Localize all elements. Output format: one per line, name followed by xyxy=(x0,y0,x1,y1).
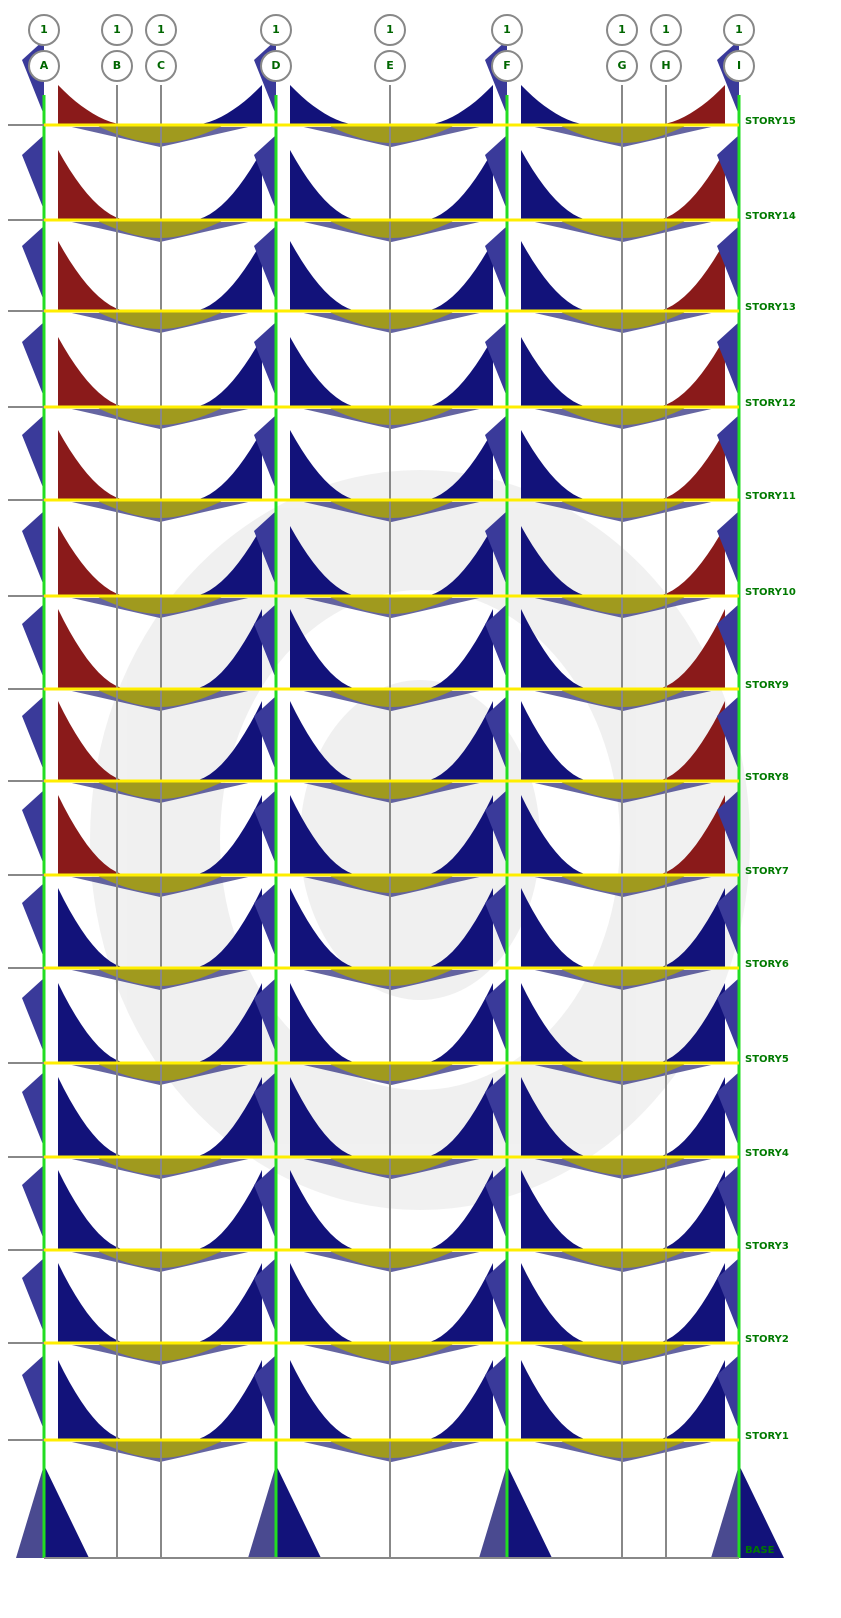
story-label: STORY10 xyxy=(745,587,796,598)
story-label: STORY1 xyxy=(745,1431,789,1442)
moment-hogging xyxy=(521,85,591,125)
moment-hogging xyxy=(192,1263,262,1343)
moment-hogging xyxy=(521,430,591,500)
grid-row-label: 1 xyxy=(662,23,670,36)
frame-diagram: 1 A 1 B 1 C 1 D 1 E 1 F 1 G 1 H 1 I STORY15 STORY14 STORY13 S… xyxy=(0,0,841,1618)
moment-hogging xyxy=(424,1360,493,1440)
moment-hogging xyxy=(521,241,591,311)
base-moment xyxy=(507,1465,552,1558)
moment-hogging xyxy=(192,241,262,311)
grid-label: E xyxy=(386,59,394,72)
grid-row-label: 1 xyxy=(272,23,280,36)
base-moment xyxy=(248,1465,276,1558)
moment-hogging xyxy=(521,1360,591,1440)
story-label: STORY4 xyxy=(745,1148,789,1159)
column-moment xyxy=(22,978,44,1053)
story-label: STORY3 xyxy=(745,1241,789,1252)
grid-label: D xyxy=(271,59,280,72)
story-label: STORY14 xyxy=(745,211,796,222)
grid-row-label: 1 xyxy=(386,23,394,36)
column-moment xyxy=(22,1072,44,1147)
column-moment xyxy=(22,322,44,397)
story-label: STORY12 xyxy=(745,398,796,409)
moment-hogging xyxy=(424,1263,493,1343)
story-label: BASE xyxy=(745,1545,775,1556)
moment-hogging xyxy=(424,337,493,407)
base-moment xyxy=(276,1465,321,1558)
moment-hogging xyxy=(521,1263,591,1343)
column-moment xyxy=(22,696,44,771)
moment-hogging xyxy=(521,150,591,220)
grid-row-label: 1 xyxy=(157,23,165,36)
column-moment xyxy=(22,135,44,210)
grid-row-label: 1 xyxy=(503,23,511,36)
column-moment xyxy=(22,1355,44,1430)
moment-hogging xyxy=(290,150,359,220)
grid-row-label: 1 xyxy=(113,23,121,36)
moment-hogging xyxy=(290,1360,359,1440)
grid-label: H xyxy=(661,59,670,72)
grid-row-label: 1 xyxy=(40,23,48,36)
grid-label: G xyxy=(617,59,626,72)
moment-hogging xyxy=(192,150,262,220)
story-label: STORY13 xyxy=(745,302,796,313)
moment-hogging xyxy=(290,241,359,311)
column-moment xyxy=(22,883,44,958)
base-moment xyxy=(44,1465,89,1558)
story-label: STORY9 xyxy=(745,680,789,691)
moment-hogging xyxy=(192,1360,262,1440)
moment-hogging xyxy=(192,430,262,500)
column-moment xyxy=(22,415,44,490)
story-label: STORY8 xyxy=(745,772,789,783)
grid-label: I xyxy=(737,59,741,72)
grid-label: A xyxy=(40,59,49,72)
moment-hogging xyxy=(192,337,262,407)
column-moment xyxy=(22,1165,44,1240)
column-moment xyxy=(22,511,44,586)
column-moment xyxy=(22,1258,44,1333)
moment-hogging xyxy=(290,1263,359,1343)
moment-hogging xyxy=(192,85,262,125)
story-label: STORY6 xyxy=(745,959,789,970)
moment-hogging xyxy=(192,1170,262,1250)
grid-label: C xyxy=(157,59,165,72)
story-label: STORY2 xyxy=(745,1334,789,1345)
grid-label: B xyxy=(113,59,121,72)
moment-hogging xyxy=(424,241,493,311)
moment-hogging xyxy=(424,85,493,125)
base-moment xyxy=(479,1465,507,1558)
moment-hogging xyxy=(290,337,359,407)
story-label: STORY5 xyxy=(745,1054,789,1065)
moment-hogging xyxy=(290,85,359,125)
story-label: STORY11 xyxy=(745,491,796,502)
story-label: STORY15 xyxy=(745,116,796,127)
grid-label: F xyxy=(503,59,511,72)
grid-row-label: 1 xyxy=(735,23,743,36)
moment-hogging xyxy=(521,337,591,407)
watermark xyxy=(90,470,750,1210)
moment-hogging xyxy=(424,150,493,220)
base-moment xyxy=(711,1465,739,1558)
column-moment xyxy=(22,604,44,679)
grid-row-label: 1 xyxy=(618,23,626,36)
column-moment xyxy=(22,226,44,301)
base-moment xyxy=(16,1465,44,1558)
story-label: STORY7 xyxy=(745,866,789,877)
column-moment xyxy=(22,790,44,865)
